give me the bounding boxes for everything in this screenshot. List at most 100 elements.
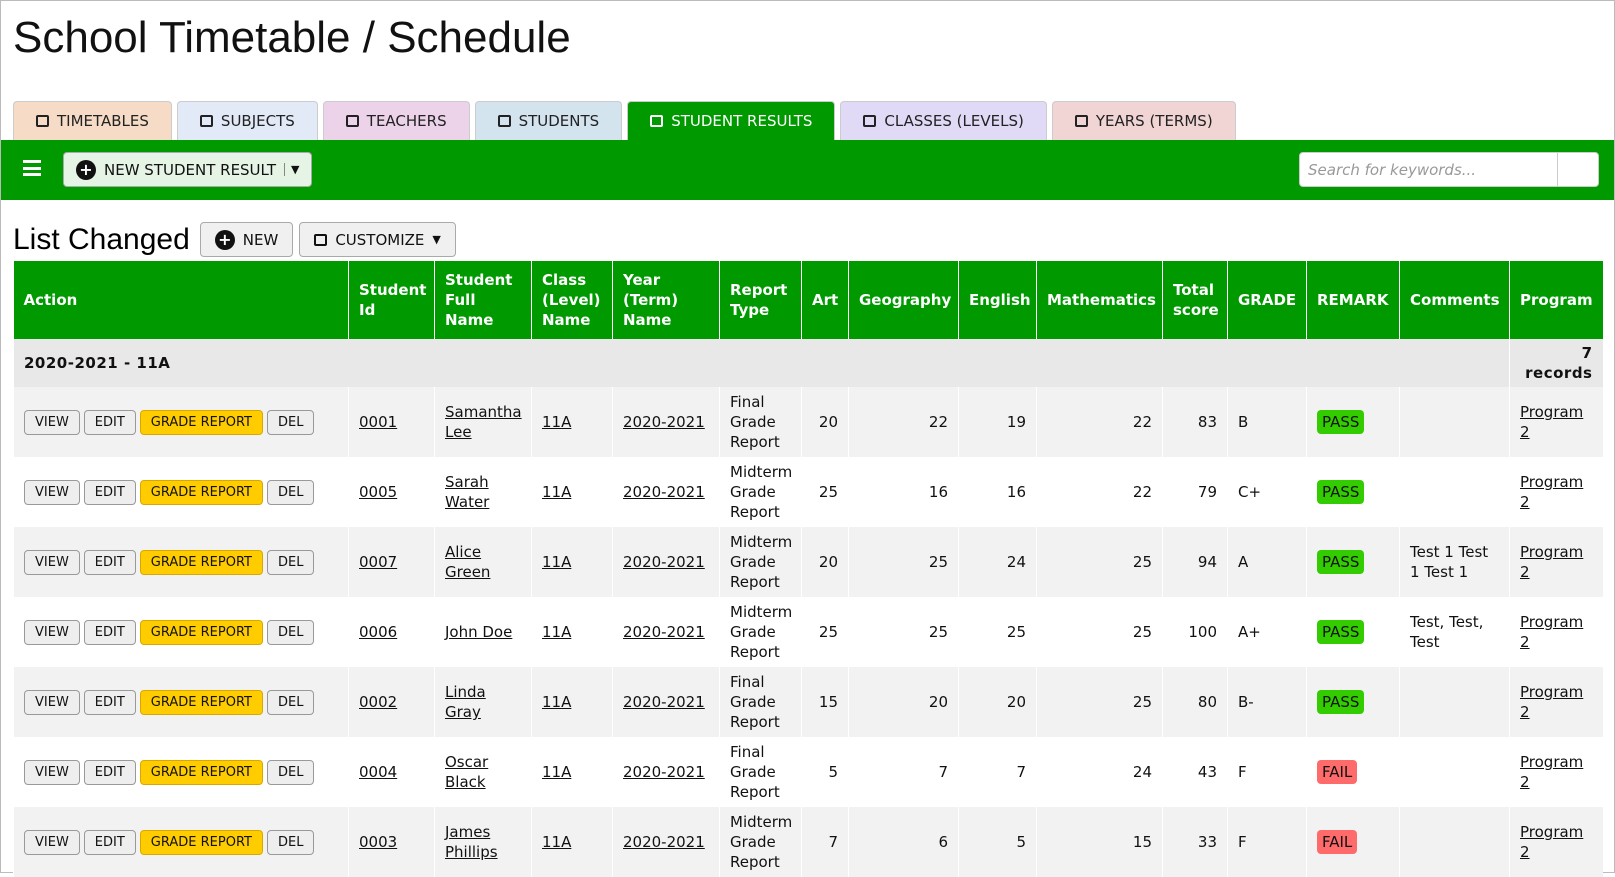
class-cell: 11A: [531, 807, 613, 877]
year-cell: 2020-2021: [612, 807, 720, 877]
program-link[interactable]: Program 2: [1520, 403, 1584, 441]
program-link[interactable]: Program 2: [1520, 823, 1584, 861]
plus-icon: +: [76, 159, 96, 180]
action-button[interactable]: VIEW: [24, 619, 80, 645]
new-button[interactable]: + NEW: [199, 222, 294, 257]
class-link[interactable]: 11A: [542, 833, 572, 851]
action-button[interactable]: DEL: [266, 829, 315, 855]
group-label: 2020-2021 - 11A: [13, 339, 1510, 387]
action-button[interactable]: VIEW: [24, 829, 80, 855]
table-row: VIEW EDIT GRADE REPORT DEL 0006 John Doe 11A 20…: [13, 597, 1603, 667]
comments: Test, Test, Test: [1410, 613, 1484, 651]
year-link[interactable]: 2020-2021: [623, 483, 705, 501]
action-cell: VIEW EDIT GRADE REPORT DEL: [13, 667, 349, 737]
action-button[interactable]: EDIT: [83, 619, 136, 645]
tab[interactable]: TEACHERS: [322, 101, 470, 140]
action-button[interactable]: EDIT: [83, 689, 136, 715]
program-link[interactable]: Program 2: [1520, 613, 1584, 651]
class-link[interactable]: 11A: [542, 693, 572, 711]
geography: 6: [938, 833, 948, 851]
class-link[interactable]: 11A: [542, 623, 572, 641]
action-button[interactable]: VIEW: [24, 409, 80, 435]
action-button[interactable]: EDIT: [83, 409, 136, 435]
column-header: Program: [1509, 261, 1603, 339]
class-link[interactable]: 11A: [542, 553, 572, 571]
class-link[interactable]: 11A: [542, 413, 572, 431]
name-link[interactable]: Samantha Lee: [445, 403, 522, 441]
action-button[interactable]: GRADE REPORT: [139, 409, 263, 435]
tab[interactable]: YEARS (TERMS): [1051, 101, 1236, 140]
class-link[interactable]: 11A: [542, 483, 572, 501]
tab-icon: [345, 115, 359, 127]
id-link[interactable]: 0006: [359, 623, 398, 641]
art-cell: 25: [801, 457, 849, 527]
action-button[interactable]: GRADE REPORT: [139, 549, 263, 575]
action-button[interactable]: DEL: [266, 409, 315, 435]
action-button[interactable]: EDIT: [83, 549, 136, 575]
action-button[interactable]: DEL: [266, 689, 315, 715]
customize-button[interactable]: CUSTOMIZE ▼: [299, 222, 456, 257]
action-button[interactable]: VIEW: [24, 759, 80, 785]
year-link[interactable]: 2020-2021: [623, 693, 705, 711]
action-cell: VIEW EDIT GRADE REPORT DEL: [13, 807, 349, 877]
action-button[interactable]: EDIT: [83, 829, 136, 855]
tab[interactable]: CLASSES (LEVELS): [840, 101, 1047, 140]
name-link[interactable]: Linda Gray: [445, 683, 486, 721]
id-cell: 0007: [348, 527, 435, 597]
year-link[interactable]: 2020-2021: [623, 833, 705, 851]
total-cell: 43: [1162, 737, 1228, 807]
art-cell: 7: [801, 807, 849, 877]
action-button[interactable]: GRADE REPORT: [139, 829, 263, 855]
program-link[interactable]: Program 2: [1520, 683, 1584, 721]
mathematics: 22: [1132, 413, 1152, 431]
year-link[interactable]: 2020-2021: [623, 623, 705, 641]
action-button[interactable]: VIEW: [24, 689, 80, 715]
year-link[interactable]: 2020-2021: [623, 413, 705, 431]
program-link[interactable]: Program 2: [1520, 543, 1584, 581]
english: 19: [1006, 413, 1026, 431]
program-cell: Program 2: [1509, 667, 1603, 737]
add-button[interactable]: + NEW STUDENT RESULT ▼: [63, 152, 313, 187]
tab[interactable]: TIMETABLES: [13, 101, 172, 140]
header-row: Action Student Id Student Full Name Class (…: [13, 261, 1603, 339]
name-link[interactable]: John Doe: [445, 623, 513, 641]
action-button[interactable]: VIEW: [24, 549, 80, 575]
name-link[interactable]: Alice Green: [445, 543, 491, 581]
name-link[interactable]: Sarah Water: [445, 473, 490, 511]
grade-cell: B-: [1227, 667, 1307, 737]
id-link[interactable]: 0003: [359, 833, 398, 851]
class-link[interactable]: 11A: [542, 763, 572, 781]
id-link[interactable]: 0001: [359, 413, 398, 431]
tab-label: STUDENT RESULTS: [671, 112, 813, 130]
name-link[interactable]: James Phillips: [445, 823, 498, 861]
action-button[interactable]: EDIT: [83, 479, 136, 505]
action-button[interactable]: GRADE REPORT: [139, 479, 263, 505]
year-link[interactable]: 2020-2021: [623, 553, 705, 571]
id-link[interactable]: 0005: [359, 483, 398, 501]
toolbar: + NEW STUDENT RESULT ▼ Search for keywords…: [1, 140, 1614, 200]
action-button[interactable]: GRADE REPORT: [139, 689, 263, 715]
action-button[interactable]: DEL: [266, 549, 315, 575]
year-link[interactable]: 2020-2021: [623, 763, 705, 781]
english: 5: [1016, 833, 1026, 851]
tab[interactable]: STUDENT RESULTS: [627, 101, 836, 140]
program-link[interactable]: Program 2: [1520, 753, 1584, 791]
action-button[interactable]: DEL: [266, 619, 315, 645]
id-link[interactable]: 0004: [359, 763, 398, 781]
id-link[interactable]: 0002: [359, 693, 398, 711]
menu-button[interactable]: [23, 160, 41, 176]
action-button[interactable]: DEL: [266, 479, 315, 505]
action-button[interactable]: GRADE REPORT: [139, 619, 263, 645]
tab[interactable]: STUDENTS: [474, 101, 623, 140]
action-button[interactable]: VIEW: [24, 479, 80, 505]
id-link[interactable]: 0007: [359, 553, 398, 571]
tab[interactable]: SUBJECTS: [176, 101, 318, 140]
program-link[interactable]: Program 2: [1520, 473, 1584, 511]
mathematics: 15: [1132, 833, 1152, 851]
name-link[interactable]: Oscar Black: [445, 753, 489, 791]
action-button[interactable]: EDIT: [83, 759, 136, 785]
remark-badge: PASS: [1317, 550, 1365, 574]
action-button[interactable]: GRADE REPORT: [139, 759, 263, 785]
search-box[interactable]: Search for keywords...: [1299, 152, 1599, 187]
action-button[interactable]: DEL: [266, 759, 315, 785]
